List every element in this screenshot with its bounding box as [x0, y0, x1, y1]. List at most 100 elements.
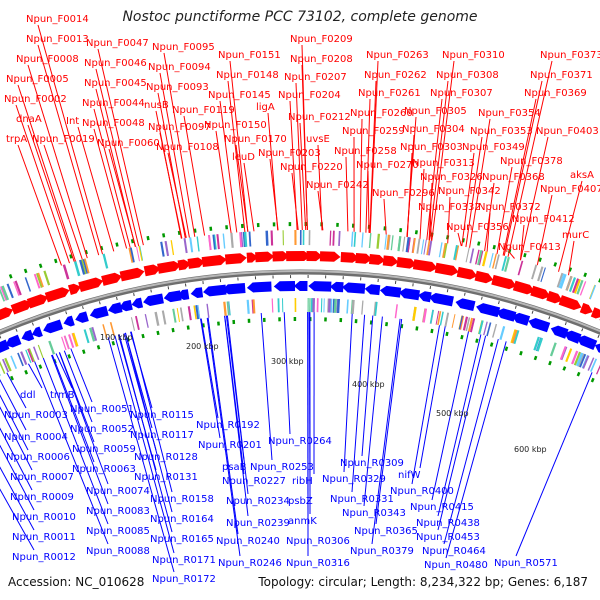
gene-label[interactable]: Npun_F0261 [358, 88, 421, 99]
gene-label[interactable]: ligA [256, 102, 275, 113]
gene-label[interactable]: Npun_F0403 [536, 126, 599, 137]
gene-label[interactable]: Npun_R0171 [152, 555, 216, 566]
gene-label[interactable]: Npun_F0207 [284, 72, 347, 83]
gene-label[interactable]: Npun_F0368 [482, 172, 545, 183]
gene-label[interactable]: nusB [144, 100, 169, 111]
gene-label[interactable]: Npun_R0083 [86, 506, 150, 517]
gene-label[interactable]: Npun_R0004 [4, 432, 68, 443]
gene-label[interactable]: Npun_R0240 [216, 536, 280, 547]
gene-label[interactable]: Npun_F0307 [430, 88, 493, 99]
gene-label[interactable]: Npun_F0204 [278, 90, 341, 101]
gene-label[interactable]: Npun_F0019 [32, 134, 95, 145]
gene-label[interactable]: Npun_F0044 [82, 98, 145, 109]
gene-label[interactable]: Npun_F0259 [342, 126, 405, 137]
gene-label[interactable]: Npun_F0332 [418, 202, 481, 213]
gene-label[interactable]: Npun_F0220 [280, 162, 343, 173]
gene-label[interactable]: ribH [292, 476, 313, 487]
gene-label[interactable]: Int [66, 116, 79, 127]
gene-label[interactable]: Npun_R0115 [130, 410, 194, 421]
gene-label[interactable]: Npun_F0354 [478, 108, 541, 119]
gene-label[interactable]: Npun_R0253 [250, 462, 314, 473]
gene-label[interactable]: Npun_R0009 [10, 492, 74, 503]
gene-label[interactable]: Npun_R0309 [340, 458, 404, 469]
gene-label[interactable]: leuD [232, 152, 255, 163]
gene-label[interactable]: Npun_R0201 [198, 440, 262, 451]
gene-label[interactable]: anmK [288, 516, 317, 527]
gene-label[interactable]: Npun_R0088 [86, 546, 150, 557]
gene-label[interactable]: Npun_R0011 [12, 532, 76, 543]
gene-label[interactable]: Npun_F0148 [216, 70, 279, 81]
gene-label[interactable]: Npun_F0093 [146, 82, 209, 93]
gene-label[interactable]: Npun_F0342 [438, 186, 501, 197]
gene-label[interactable]: Npun_R0010 [12, 512, 76, 523]
gene-label[interactable]: Npun_F0260 [350, 108, 413, 119]
gene-label[interactable]: Npun_R0234 [226, 496, 290, 507]
gene-label[interactable]: Npun_R0306 [286, 536, 350, 547]
gene-label[interactable]: Npun_F0170 [224, 134, 287, 145]
gene-label[interactable]: Npun_R0415 [410, 502, 474, 513]
gene-label[interactable]: Npun_F0369 [524, 88, 587, 99]
gene-label[interactable]: Npun_F0005 [6, 74, 69, 85]
gene-label[interactable]: Npun_F0014 [26, 14, 89, 25]
gene-label[interactable]: Npun_R0343 [342, 508, 406, 519]
gene-label[interactable]: ddl [20, 390, 35, 401]
gene-label[interactable]: trpA [6, 134, 27, 145]
gene-label[interactable]: Npun_F0258 [334, 146, 397, 157]
gene-label[interactable]: Npun_R0158 [150, 494, 214, 505]
gene-label[interactable]: Npun_F0108 [156, 142, 219, 153]
gene-label[interactable]: Npun_F0145 [208, 90, 271, 101]
gene-label[interactable]: Npun_R0379 [350, 546, 414, 557]
gene-label[interactable]: Npun_F0203 [258, 148, 321, 159]
gene-label[interactable]: Npun_R0131 [134, 472, 198, 483]
gene-label[interactable]: Npun_F0262 [364, 70, 427, 81]
gene-label[interactable]: Npun_F0372 [478, 202, 541, 213]
gene-label[interactable]: Npun_R0246 [218, 558, 282, 569]
gene-label[interactable]: Npun_F0296 [372, 188, 435, 199]
gene-label[interactable]: Npun_R0085 [86, 526, 150, 537]
gene-label[interactable]: Npun_R0438 [416, 518, 480, 529]
gene-label[interactable]: Npun_R0192 [196, 420, 260, 431]
gene-label[interactable]: Npun_R0227 [222, 476, 286, 487]
gene-label[interactable]: Npun_R0329 [322, 474, 386, 485]
gene-label[interactable]: nifW [398, 470, 421, 481]
gene-label[interactable]: Npun_R0059 [72, 444, 136, 455]
gene-label[interactable]: Npun_F0349 [462, 142, 525, 153]
gene-label[interactable]: Npun_F0412 [512, 214, 575, 225]
gene-label[interactable]: Npun_R0128 [134, 452, 198, 463]
gene-label[interactable]: Npun_R0172 [152, 574, 216, 585]
gene-label[interactable]: Npun_F0013 [26, 34, 89, 45]
gene-label[interactable]: aksA [570, 170, 594, 181]
gene-label[interactable]: Npun_F0304 [402, 124, 465, 135]
gene-label[interactable]: Npun_F0209 [290, 34, 353, 45]
gene-label[interactable]: Npun_R0006 [6, 452, 70, 463]
gene-label[interactable]: Npun_R0117 [130, 430, 194, 441]
gene-label[interactable]: Npun_F0308 [436, 70, 499, 81]
gene-label[interactable]: Npun_F0097 [148, 122, 211, 133]
gene-label[interactable]: Npun_F0371 [530, 70, 593, 81]
gene-label[interactable]: Npun_F0150 [204, 120, 267, 131]
gene-label[interactable]: Npun_F0305 [404, 106, 467, 117]
gene-label[interactable]: Npun_F0378 [500, 156, 563, 167]
gene-label[interactable]: Npun_F0060 [97, 138, 160, 149]
gene-label[interactable]: Npun_R0007 [10, 472, 74, 483]
gene-label[interactable]: trmB [50, 390, 75, 401]
gene-label[interactable]: Npun_F0326 [420, 172, 483, 183]
gene-label[interactable]: Npun_F0353 [470, 126, 533, 137]
gene-label[interactable]: Npun_R0316 [286, 558, 350, 569]
gene-label[interactable]: Npun_F0045 [84, 78, 147, 89]
gene-label[interactable]: Npun_F0413 [498, 242, 561, 253]
gene-label[interactable]: Npun_R0051 [70, 404, 134, 415]
gene-label[interactable]: Npun_R0003 [4, 410, 68, 421]
gene-label[interactable]: Npun_F0356 [446, 222, 509, 233]
gene-label[interactable]: Npun_F0047 [86, 38, 149, 49]
gene-label[interactable]: Npun_R0164 [150, 514, 214, 525]
gene-label[interactable]: murC [562, 230, 589, 241]
gene-label[interactable]: Npun_F0270 [356, 160, 419, 171]
gene-label[interactable]: Npun_F0095 [152, 42, 215, 53]
gene-label[interactable]: Npun_R0453 [416, 532, 480, 543]
gene-label[interactable]: Npun_F0263 [366, 50, 429, 61]
gene-label[interactable]: Npun_F0313 [412, 158, 475, 169]
gene-label[interactable]: Npun_R0264 [268, 436, 332, 447]
gene-label[interactable]: Npun_F0303 [400, 142, 463, 153]
gene-label[interactable]: Npun_R0074 [86, 486, 150, 497]
